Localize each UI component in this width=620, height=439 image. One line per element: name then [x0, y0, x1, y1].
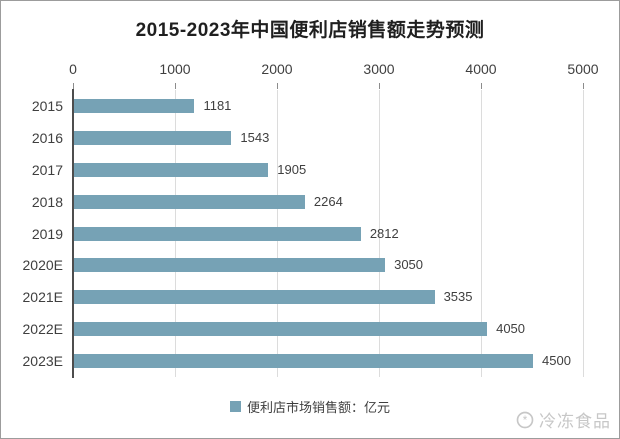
- y-axis-label: 2018: [31, 193, 63, 210]
- bar-value-label: 2264: [313, 193, 343, 209]
- x-axis-tick-label: 1000: [159, 61, 191, 77]
- bar: [74, 354, 533, 369]
- bar: [74, 290, 435, 305]
- snowflake-logo-icon: *: [516, 411, 534, 428]
- x-axis-tick-label: 0: [69, 61, 77, 77]
- bar-value-label: 4050: [496, 321, 526, 337]
- bar: [74, 194, 305, 209]
- bar: [74, 162, 269, 177]
- bar: [74, 322, 488, 337]
- y-axis-label: 2022E: [22, 321, 63, 338]
- watermark: * 冷冻食品: [515, 407, 611, 432]
- x-axis-tick-label: 4000: [465, 61, 497, 77]
- x-axis-tick: [583, 83, 584, 89]
- legend-swatch: [229, 401, 241, 412]
- chart-title: 2015-2023年中国便利店销售额走势预测: [135, 20, 485, 41]
- x-axis-tick: [73, 83, 74, 89]
- gridline: [379, 90, 380, 377]
- bar-value-label: 2812: [369, 225, 399, 241]
- legend: 便利店市场销售额：亿元: [1, 397, 619, 416]
- x-axis-tick-label: 2000: [261, 61, 293, 77]
- bar-value-label: 3050: [394, 257, 424, 273]
- bar: [74, 130, 232, 145]
- bar: [74, 258, 386, 273]
- y-axis-label: 2016: [31, 129, 63, 146]
- svg-text:*: *: [523, 414, 528, 427]
- bar-value-label: 3535: [443, 289, 473, 305]
- y-axis-label: 2017: [31, 161, 63, 178]
- bar-value-label: 1181: [203, 97, 232, 113]
- bar: [74, 98, 195, 113]
- y-axis-line: [72, 89, 74, 378]
- bar-value-label: 1905: [277, 161, 307, 177]
- x-axis-tick: [175, 83, 176, 89]
- bar: [74, 226, 361, 241]
- gridline: [583, 90, 584, 377]
- legend-label: 便利店市场销售额：亿元: [246, 400, 390, 415]
- y-axis-label: 2021E: [22, 289, 63, 306]
- x-axis-tick: [379, 83, 380, 89]
- x-axis-tick: [481, 83, 482, 89]
- y-axis-label: 2020E: [22, 257, 63, 274]
- y-axis-label: 2019: [31, 225, 63, 242]
- bar-value-label: 4500: [542, 353, 571, 369]
- bar-value-label: 1543: [240, 129, 270, 145]
- gridline: [481, 90, 482, 377]
- x-axis-tick: [277, 83, 278, 89]
- x-axis-tick-label: 3000: [363, 61, 395, 77]
- y-axis-label: 2023E: [22, 353, 63, 370]
- watermark-text: 冷冻食品: [539, 412, 611, 431]
- y-axis-label: 2015: [31, 97, 63, 114]
- x-axis-tick-label: 5000: [567, 61, 599, 77]
